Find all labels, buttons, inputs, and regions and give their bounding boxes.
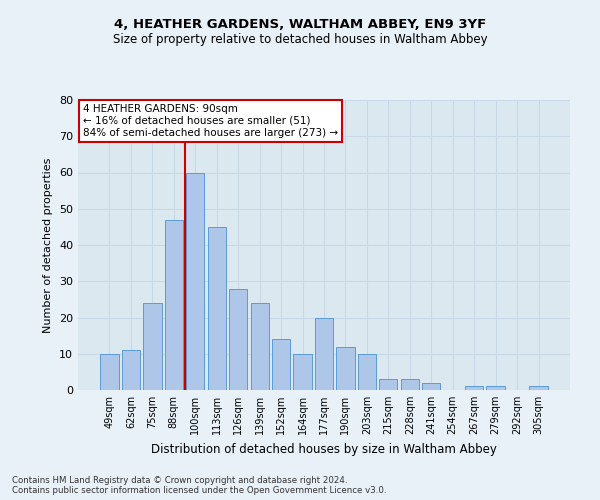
Y-axis label: Number of detached properties: Number of detached properties [43, 158, 53, 332]
Bar [122, 350, 140, 390]
Bar [337, 346, 355, 390]
Bar [100, 354, 119, 390]
Bar [229, 288, 247, 390]
Bar [401, 379, 419, 390]
Bar [293, 354, 311, 390]
Bar [529, 386, 548, 390]
Bar [208, 227, 226, 390]
Bar [465, 386, 483, 390]
Text: Size of property relative to detached houses in Waltham Abbey: Size of property relative to detached ho… [113, 32, 487, 46]
Bar [379, 379, 397, 390]
Bar [315, 318, 333, 390]
Text: 4 HEATHER GARDENS: 90sqm
← 16% of detached houses are smaller (51)
84% of semi-d: 4 HEATHER GARDENS: 90sqm ← 16% of detach… [83, 104, 338, 138]
Bar [358, 354, 376, 390]
Text: 4, HEATHER GARDENS, WALTHAM ABBEY, EN9 3YF: 4, HEATHER GARDENS, WALTHAM ABBEY, EN9 3… [114, 18, 486, 30]
Bar [422, 383, 440, 390]
Bar [251, 303, 269, 390]
Bar [186, 172, 205, 390]
Bar [487, 386, 505, 390]
Bar [165, 220, 183, 390]
Bar [143, 303, 161, 390]
Bar [272, 339, 290, 390]
Text: Contains HM Land Registry data © Crown copyright and database right 2024.
Contai: Contains HM Land Registry data © Crown c… [12, 476, 386, 495]
X-axis label: Distribution of detached houses by size in Waltham Abbey: Distribution of detached houses by size … [151, 442, 497, 456]
